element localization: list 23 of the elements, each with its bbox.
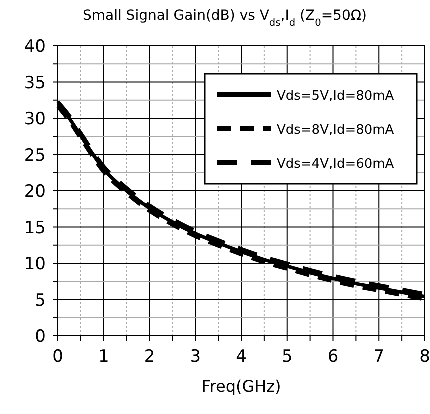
y-tick-label: 25 — [24, 146, 46, 166]
x-tick-label: 2 — [144, 347, 156, 367]
x-tick-label: 6 — [328, 347, 339, 367]
y-tick-label: 0 — [35, 327, 46, 347]
x-tick-label: 1 — [98, 347, 110, 367]
y-tick-label: 5 — [35, 290, 46, 311]
chart-title: Small Signal Gain(dB) vs V$_{ds}$,I$_{d}$ (Z$_{0}$=50Ω) — [82, 8, 368, 28]
y-tick-label: 40 — [24, 37, 46, 57]
y-tick-label: 10 — [24, 254, 46, 274]
x-axis-title: Freq(GHz) — [202, 377, 282, 396]
legend-label: Vds=5V,Id=80mA — [277, 89, 394, 104]
y-tick-label: 15 — [24, 218, 46, 238]
legend-label: Vds=4V,Id=60mA — [277, 157, 394, 172]
y-tick-label: 35 — [24, 73, 46, 94]
x-tick-label: 4 — [236, 347, 247, 367]
x-tick-label: 7 — [374, 347, 385, 367]
y-tick-label: 30 — [24, 110, 46, 130]
x-tick-label: 0 — [52, 347, 64, 367]
y-tick-label: 20 — [24, 182, 46, 202]
x-tick-label: 8 — [420, 347, 430, 367]
legend-label: Vds=8V,Id=80mA — [277, 123, 394, 138]
x-tick-label: 5 — [282, 347, 293, 367]
x-tick-label: 3 — [190, 347, 202, 367]
